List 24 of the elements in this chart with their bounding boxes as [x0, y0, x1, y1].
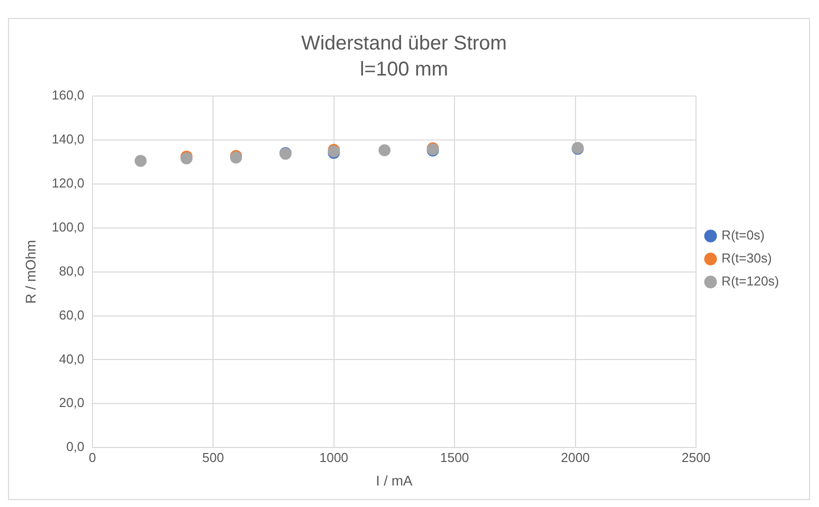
y-tick-label: 40,0 [59, 351, 84, 366]
x-tick-label: 2000 [560, 450, 590, 465]
y-tick-label: 100,0 [52, 219, 84, 234]
x-tick-label: 1000 [319, 450, 348, 465]
chart-subtitle: l=100 mm [360, 58, 448, 81]
legend-label: R(t=0s) [722, 228, 765, 243]
chart-title: Widerstand über Strom [301, 32, 507, 55]
x-tick-label: 1500 [440, 450, 470, 465]
y-tick-label: 80,0 [59, 263, 84, 278]
x-tick-label: 500 [202, 450, 224, 465]
x-tick-label: 0 [88, 450, 96, 465]
y-axis-title: R / mOhm [22, 240, 38, 304]
y-tick-label: 0,0 [66, 439, 84, 454]
legend-label: R(t=120s) [722, 274, 780, 289]
y-tick-label: 160,0 [52, 88, 84, 103]
y-tick-label: 20,0 [59, 395, 84, 410]
y-tick-label: 140,0 [52, 132, 84, 147]
y-tick-label: 120,0 [52, 175, 84, 190]
point [134, 154, 147, 167]
legend-label: R(t=30s) [722, 250, 772, 266]
y-tick-label: 60,0 [59, 307, 84, 322]
x-tick-label: 2500 [682, 450, 711, 465]
point [378, 144, 391, 156]
x-axis-title: I / mA [376, 472, 414, 488]
